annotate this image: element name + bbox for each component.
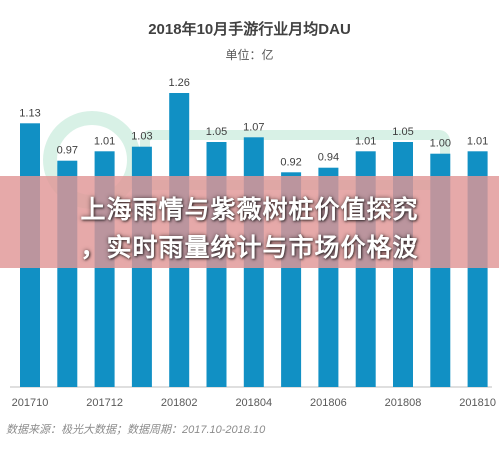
data-label-201802: 1.26 xyxy=(168,77,189,89)
source-note: 数据来源：极光大数据；数据周期：2017.10-2018.10 xyxy=(6,424,266,436)
x-tick-label-201712: 201712 xyxy=(86,397,123,409)
data-label-201803: 1.05 xyxy=(206,126,227,138)
overlay-banner xyxy=(0,176,499,268)
chart-unit-label: 单位：亿 xyxy=(225,48,274,62)
x-tick-label-201710: 201710 xyxy=(12,397,49,409)
data-label-201805: 0.92 xyxy=(280,156,301,168)
data-label-201710: 1.13 xyxy=(19,107,40,119)
chart-title: 2018年10月手游行业月均DAU xyxy=(148,21,351,38)
data-label-201712: 1.01 xyxy=(94,135,115,147)
data-label-201808: 1.05 xyxy=(392,126,413,138)
data-label-201711: 0.97 xyxy=(57,145,78,157)
x-tick-label-201806: 201806 xyxy=(310,397,347,409)
data-label-201806: 0.94 xyxy=(318,152,339,164)
data-label-201807: 1.01 xyxy=(355,135,376,147)
data-label-201809: 1.00 xyxy=(430,138,451,150)
x-tick-label-201804: 201804 xyxy=(235,397,272,409)
overlay-headline-line-1: 上海雨情与紫薇树桩价值探究 xyxy=(80,196,419,224)
data-label-201801: 1.03 xyxy=(131,131,152,143)
x-tick-label-201808: 201808 xyxy=(385,397,422,409)
overlay-headline-line-2: ，实时雨量统计与市场价格波 xyxy=(80,234,419,262)
x-tick-label-201802: 201802 xyxy=(161,397,198,409)
data-label-201804: 1.07 xyxy=(243,121,264,133)
x-tick-label-201810: 201810 xyxy=(459,397,496,409)
data-label-201810: 1.01 xyxy=(467,135,488,147)
